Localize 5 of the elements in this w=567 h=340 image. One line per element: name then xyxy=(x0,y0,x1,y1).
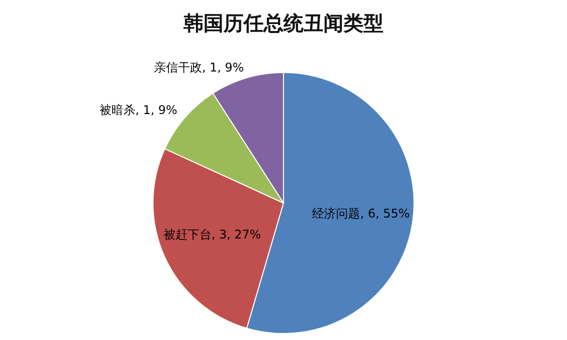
slice-label: 亲信干政, 1, 9% xyxy=(154,60,244,74)
chart-title: 韩国历任总统丑闻类型 xyxy=(182,10,384,37)
slice-label: 被暗杀, 1, 9% xyxy=(99,103,178,118)
slice-label: 经济问题, 6, 55% xyxy=(312,206,410,220)
slice-label: 被赶下台, 3, 27% xyxy=(163,228,262,242)
